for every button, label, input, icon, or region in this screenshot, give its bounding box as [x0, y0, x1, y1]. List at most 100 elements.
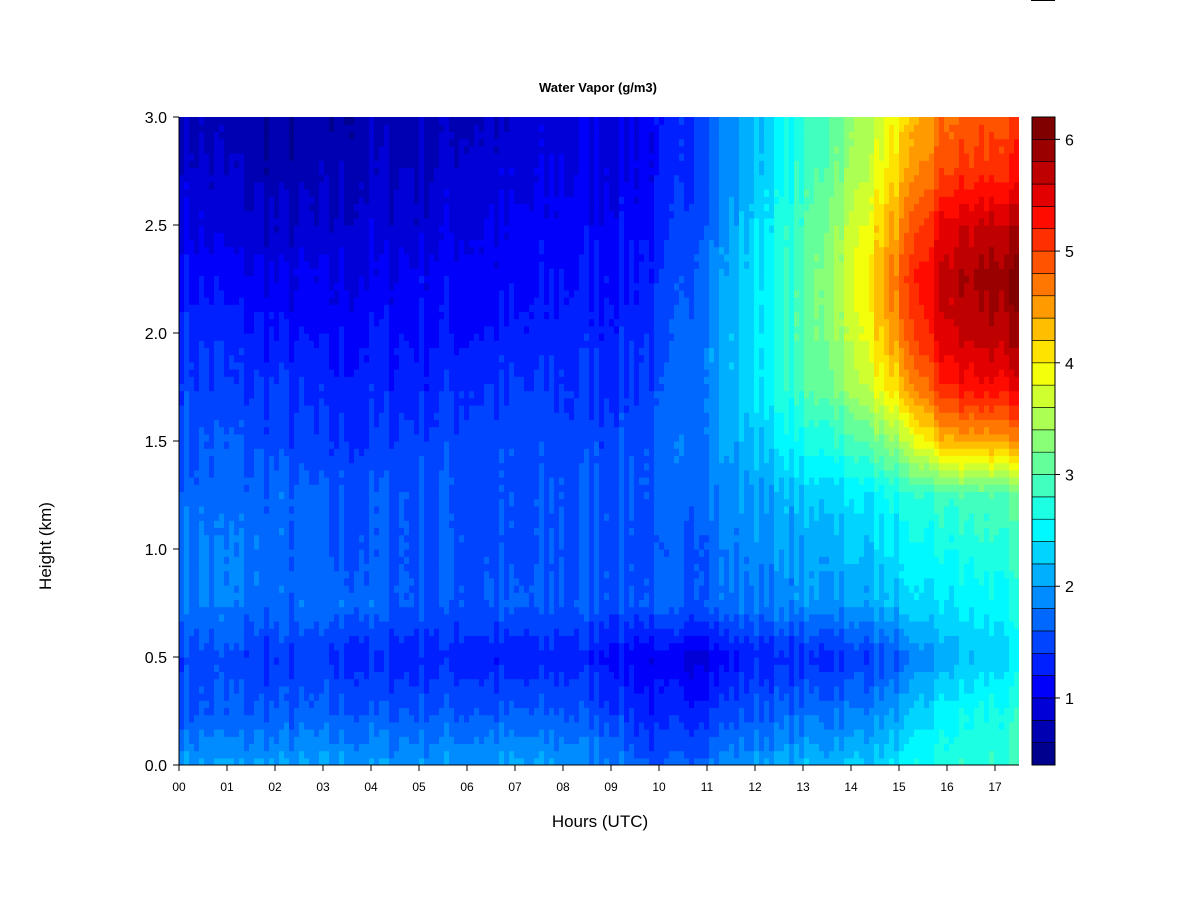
heatmap-cell [599, 592, 605, 600]
heatmap-cell [544, 693, 550, 701]
heatmap-cell [759, 592, 765, 600]
heatmap-cell [309, 577, 315, 586]
heatmap-cell [219, 628, 225, 636]
heatmap-cell [764, 621, 770, 629]
heatmap-cell [664, 549, 670, 557]
heatmap-cell [939, 592, 945, 600]
heatmap-cell [619, 700, 625, 708]
heatmap-cell [424, 556, 430, 564]
heatmap-cell [584, 549, 590, 557]
heatmap-cell [454, 556, 460, 564]
heatmap-cell [1004, 563, 1010, 572]
heatmap-cell [199, 649, 205, 658]
heatmap-cell [779, 678, 785, 687]
heatmap-cell [814, 757, 820, 765]
heatmap-cell [849, 649, 855, 658]
heatmap-cell [769, 678, 775, 687]
heatmap-cell [799, 556, 805, 564]
heatmap-cell [379, 592, 385, 600]
heatmap-cell [179, 606, 185, 615]
heatmap-cell [564, 606, 570, 615]
heatmap-cell [539, 570, 545, 579]
heatmap-cell [344, 700, 350, 708]
heatmap-cell [449, 635, 455, 644]
heatmap-cell [994, 657, 1000, 665]
heatmap-cell [599, 693, 605, 701]
heatmap-cell [869, 592, 875, 600]
heatmap-cell [284, 606, 290, 615]
heatmap-cell [359, 613, 365, 622]
heatmap-cell [859, 592, 865, 600]
heatmap-cell [319, 721, 325, 730]
heatmap-cell [874, 563, 880, 572]
heatmap-cell [599, 743, 605, 752]
heatmap-cell [239, 657, 245, 665]
heatmap-cell [704, 621, 710, 629]
heatmap-cell [194, 606, 200, 615]
heatmap-cell [179, 599, 185, 608]
heatmap-cell [539, 714, 545, 723]
heatmap-cell [284, 621, 290, 629]
heatmap-cell [839, 757, 845, 765]
heatmap-cell [374, 628, 380, 636]
heatmap-cell [984, 685, 990, 694]
heatmap-cell [269, 649, 275, 658]
heatmap-cell [914, 685, 920, 694]
heatmap-cell [344, 577, 350, 586]
heatmap-cell [534, 585, 540, 593]
heatmap-cell [939, 721, 945, 730]
heatmap-cell [909, 649, 915, 658]
heatmap-cell [869, 613, 875, 622]
heatmap-cell [344, 635, 350, 644]
heatmap-cell [824, 736, 830, 744]
heatmap-cell [204, 736, 210, 744]
heatmap-cell [984, 750, 990, 759]
heatmap-cell [654, 671, 660, 680]
heatmap-cell [449, 556, 455, 564]
heatmap-cell [739, 750, 745, 759]
heatmap-cell [879, 613, 885, 622]
heatmap-cell [944, 671, 950, 680]
heatmap-cell [504, 599, 510, 608]
heatmap-cell [729, 599, 735, 608]
heatmap-cell [794, 563, 800, 572]
heatmap-cell [959, 678, 965, 687]
heatmap-cell [554, 577, 560, 586]
heatmap-cell [319, 678, 325, 687]
heatmap-cell [189, 750, 195, 759]
heatmap-cell [204, 693, 210, 701]
heatmap-cell [929, 693, 935, 701]
heatmap-cell [764, 714, 770, 723]
heatmap-cell [1009, 743, 1015, 752]
heatmap-cell [1014, 621, 1019, 629]
heatmap-cell [839, 585, 845, 593]
heatmap-cell [244, 606, 250, 615]
heatmap-cell [579, 736, 585, 744]
heatmap-cell [309, 678, 315, 687]
heatmap-cell [179, 642, 185, 651]
heatmap-cell [319, 556, 325, 564]
heatmap-cell [259, 556, 265, 564]
heatmap-cell [679, 621, 685, 629]
heatmap-cell [654, 693, 660, 701]
heatmap-cell [554, 743, 560, 752]
heatmap-cell [469, 599, 475, 608]
heatmap-cell [309, 685, 315, 694]
heatmap-cell [219, 721, 225, 730]
heatmap-cell [979, 606, 985, 615]
heatmap-cell [339, 628, 345, 636]
heatmap-cell [569, 657, 575, 665]
heatmap-cell [1009, 635, 1015, 644]
heatmap-cell [849, 714, 855, 723]
heatmap-cell [194, 685, 200, 694]
heatmap-cell [564, 729, 570, 737]
heatmap-cell [494, 621, 500, 629]
heatmap-cell [679, 729, 685, 737]
heatmap-cell [804, 671, 810, 680]
heatmap-cell [609, 671, 615, 680]
heatmap-cell [749, 707, 755, 716]
heatmap-cell [949, 556, 955, 564]
heatmap-cell [659, 729, 665, 737]
heatmap-cell [979, 729, 985, 737]
heatmap-cell [774, 685, 780, 694]
